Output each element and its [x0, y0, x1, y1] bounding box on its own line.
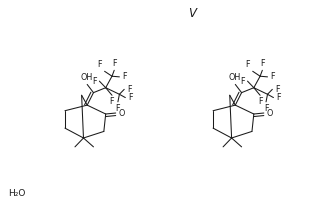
Text: F: F — [110, 97, 114, 106]
Text: F: F — [92, 77, 97, 86]
Text: F: F — [258, 97, 262, 106]
Text: F: F — [260, 59, 265, 68]
Text: V: V — [188, 7, 195, 20]
Text: O: O — [118, 109, 125, 117]
Text: F: F — [270, 72, 275, 81]
Text: H₂O: H₂O — [8, 190, 25, 198]
Text: F: F — [122, 72, 127, 81]
Text: F: F — [116, 103, 120, 113]
Text: F: F — [246, 60, 250, 69]
Text: O: O — [266, 109, 273, 117]
Text: F: F — [241, 77, 245, 86]
Text: F: F — [127, 85, 131, 94]
Text: OH: OH — [228, 73, 241, 82]
Text: F: F — [128, 93, 132, 102]
Text: F: F — [98, 60, 102, 69]
Text: F: F — [264, 103, 268, 113]
Text: F: F — [112, 59, 117, 68]
Text: OH: OH — [80, 73, 92, 82]
Text: F: F — [275, 85, 279, 94]
Text: F: F — [276, 93, 280, 102]
